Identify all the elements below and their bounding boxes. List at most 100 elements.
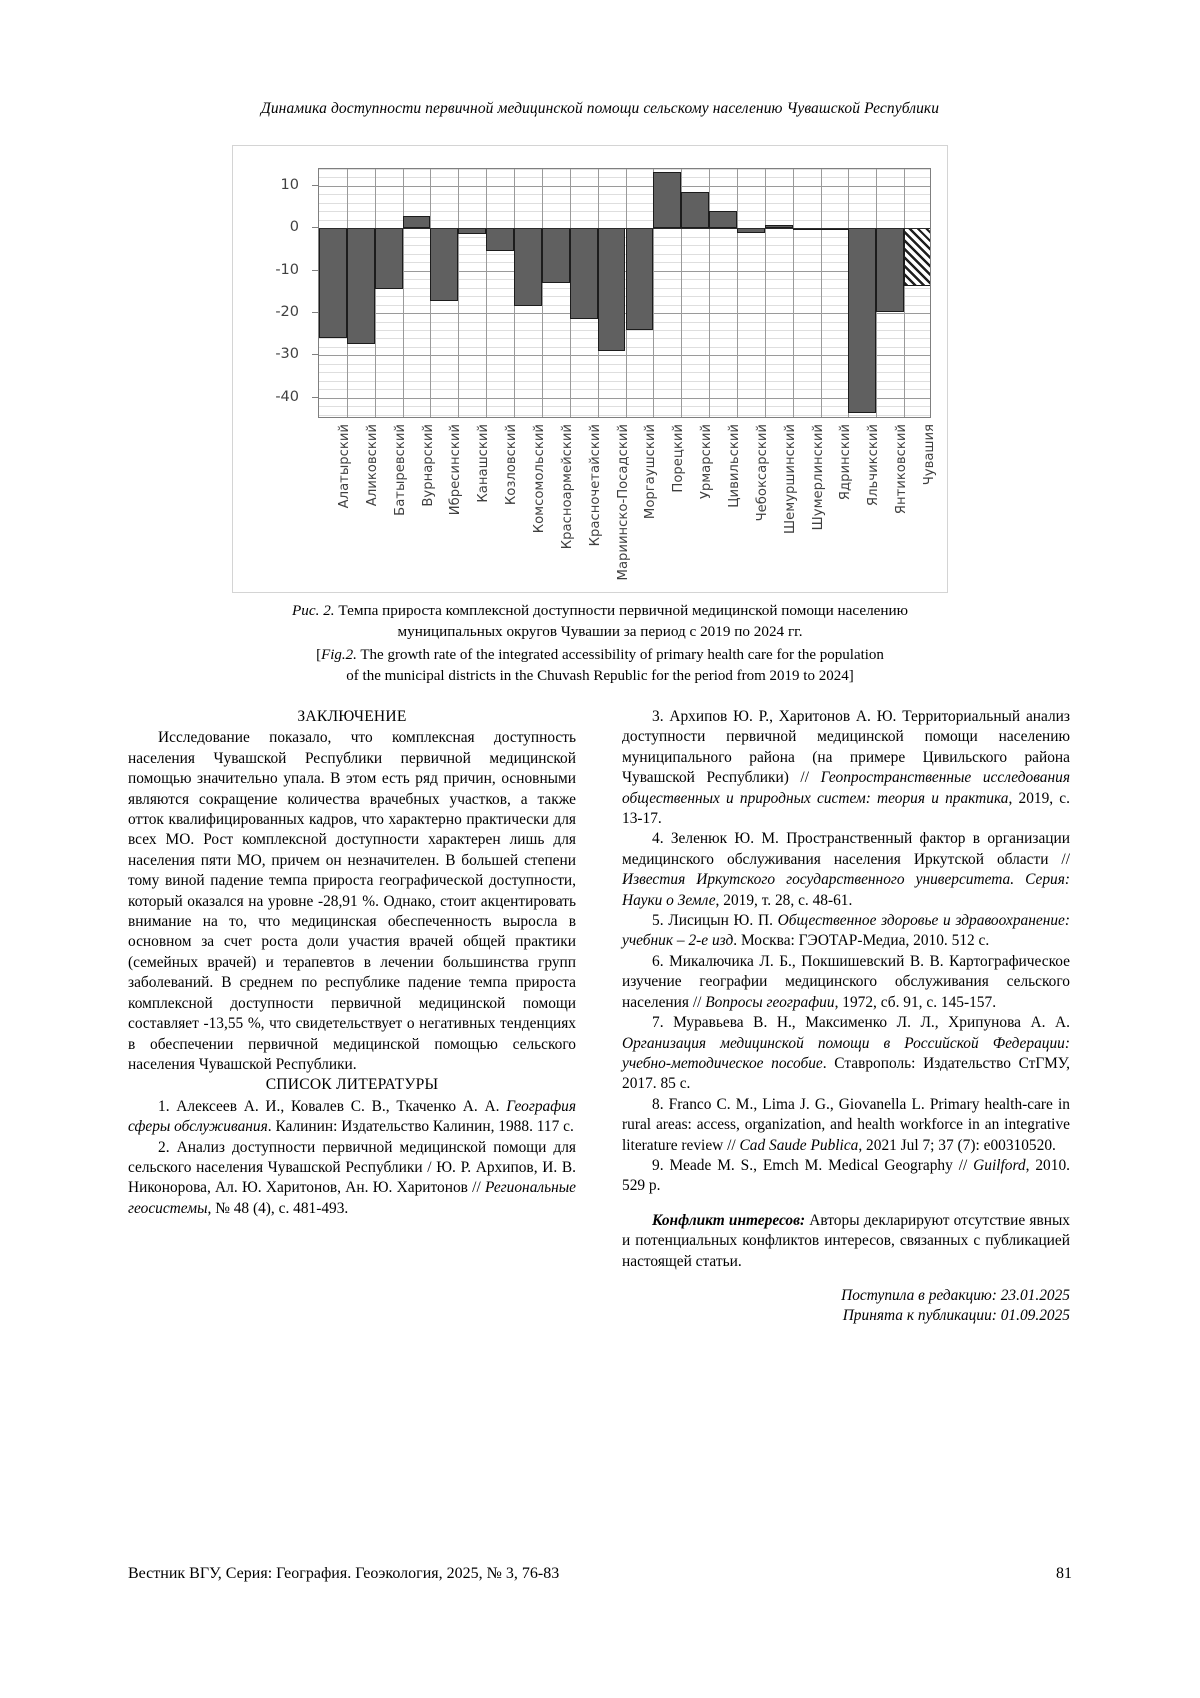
conclusion-heading: ЗАКЛЮЧЕНИЕ [297,708,407,725]
caption-ru-line2: муниципальных округов Чувашии за период … [397,623,803,640]
y-tick-label: -40 [275,388,299,405]
caption-ru-line1: Темпа прироста комплексной доступности п… [334,602,908,619]
ref8-part-a: 8. Franco C. M., Lima J. G., Giovanella … [622,1095,1070,1154]
x-tick-label: Канашский [476,424,492,503]
reference-item-1: 1. Алексеев А. И., Ковалев С. В., Ткачен… [128,1097,576,1138]
conclusion-paragraph: Исследование показало, что комплексная д… [128,729,576,1073]
ref5-part-b: . Москва: ГЭОТАР-Медиа, 2010. 512 с. [733,932,990,950]
gridline-vertical [402,169,404,417]
bar [569,228,598,319]
bar [430,228,459,302]
ref2-title: Региональные геосистемы [128,1179,576,1217]
gridline-vertical [374,169,376,417]
bar [764,224,793,229]
x-tick-label: Вурнарский [420,424,436,507]
caption-ru-prefix: Рис. 2. [291,602,335,619]
ref3-part-b: , 2019, с. 13-17. [622,789,1070,828]
gridline-vertical [904,169,906,417]
gridline-vertical [764,169,766,417]
footer-page-number: 81 [1056,1565,1072,1582]
x-tick-label: Урмарский [699,424,715,500]
gridline-vertical [458,169,460,417]
zero-baseline [319,228,930,230]
x-tick-label: Красночетайский [587,424,603,547]
gridline-vertical [486,169,488,417]
bar [486,228,515,251]
y-tick-mark [312,354,318,356]
y-tick-mark [312,269,318,271]
bar [541,228,570,284]
bar [709,211,737,229]
ref6-part-a: 6. Микалючика Л. Б., Покшишевский В. В. … [622,952,1070,1011]
figure-2: Темп прироста, в % 100-10-20-30-40 Алаты… [232,145,948,593]
ref8-part-b: , 2021 Jul 7; 37 (7): e00310520. [858,1136,1056,1154]
y-tick-mark [312,396,318,398]
gridline-vertical [709,169,711,417]
ref2-part-b: , № 48 (4), с. 481-493. [207,1199,349,1217]
conflict-of-interest: Конфликт интересов: Авторы декларируют о… [622,1211,1070,1272]
running-head: Динамика доступности первичной медицинск… [260,100,940,117]
reference-item-9: 9. Meade M. S., Emch M. Medical Geograph… [622,1156,1070,1197]
x-tick-label: Шемуршинский [782,424,798,534]
ref7-part-a: 7. Муравьева В. Н., Максименко Л. Л., Хр… [652,1014,1070,1032]
reference-item-4: 4. Зеленюк Ю. М. Пространственный фактор… [622,829,1070,911]
plot-region [318,168,931,418]
gridline-vertical [653,169,655,417]
x-tick-label: Шумерлинский [810,424,826,531]
gridline-minor [319,211,930,213]
footer-journal: Вестник ВГУ, Серия: География. Геоэколог… [128,1565,560,1582]
bar [597,228,626,352]
right-column: 3. Архипов Ю. Р., Харитонов А. Ю. Террит… [622,707,1070,1327]
ref4-title: Известия Иркутского государственного уни… [622,871,1070,909]
bar [319,228,347,339]
bar [625,228,654,330]
ref9-title: Guilford [973,1156,1026,1174]
ref6-part-b: , 1972, сб. 91, с. 145-157. [834,993,997,1011]
spacer-2 [622,1272,1070,1286]
gridline-minor [319,380,930,382]
ref9-part-b: , 2010. 529 p. [622,1156,1070,1195]
left-column: ЗАКЛЮЧЕНИЕ Исследование показало, что ко… [128,707,576,1219]
y-tick-label: -30 [275,346,299,363]
caption-en-prefix: Fig.2. [321,647,357,663]
figure-caption-en: [Fig.2. The growth rate of the integrate… [210,645,990,687]
y-tick-label: -20 [275,304,299,321]
gridline-major [319,185,930,187]
ref2-part-a: 2. Анализ доступности первичной медицинс… [128,1138,576,1197]
spacer [622,1197,1070,1211]
bar [374,228,403,290]
gridline-minor [319,389,930,391]
ref5-part-a: 5. Лисицын Ю. П. [652,912,778,930]
gridline-minor [319,177,930,179]
y-tick-mark [312,184,318,186]
y-tick-label: 10 [280,176,299,193]
gridline-minor [319,202,930,204]
ref9-part-a: 9. Meade M. S., Emch M. Medical Geograph… [652,1156,974,1174]
gridline-major [319,355,930,357]
ref4-part-a: 4. Зеленюк Ю. М. Пространственный фактор… [622,830,1070,868]
conflict-label: Конфликт интересов: [652,1211,806,1229]
reference-item-2: 2. Анализ доступности первичной медицинс… [128,1138,576,1220]
reference-item-6: 6. Микалючика Л. Б., Покшишевский В. В. … [622,952,1070,1013]
received-date: Поступила в редакцию: 23.01.2025 [841,1286,1070,1304]
figure-caption-ru: Рис. 2. Темпа прироста комплексной досту… [210,600,990,642]
x-tick-label: Козловский [504,424,520,506]
references-heading: СПИСОК ЛИТЕРАТУРЫ [265,1076,439,1094]
x-tick-label: Цивильский [727,424,743,508]
caption-en-line1: The growth rate of the integrated access… [356,647,884,663]
ref6-title: Вопросы географии [705,993,835,1011]
x-axis-labels: Алатырский Аликовский Батыревский Вурнарски… [318,420,937,590]
gridline-minor [319,169,930,170]
x-tick-label: Мариинско-Посадский [615,424,631,581]
accepted-date: Принята к публикации: 01.09.2025 [842,1307,1070,1325]
ref4-part-b: , 2019, т. 28, с. 48-61. [715,891,853,909]
x-tick-label: Ядринский [838,424,854,501]
gridline-minor [319,194,930,196]
bar [848,228,877,414]
x-tick-label: Комсомольский [531,424,547,534]
ref7-title: Организация медицинской помощи в Российс… [622,1034,1070,1072]
conflict-text: Авторы декларируют отсутствие явных и по… [622,1211,1070,1270]
x-tick-label: Батыревский [392,424,408,516]
ref1-part-a: 1. Алексеев А. И., Ковалев С. В., Ткачен… [158,1097,507,1115]
